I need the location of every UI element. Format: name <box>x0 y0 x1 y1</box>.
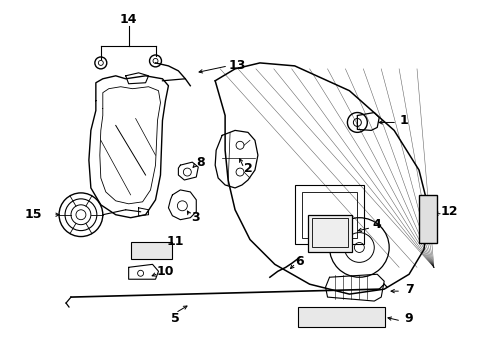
Text: 5: 5 <box>171 312 180 325</box>
Text: 9: 9 <box>405 312 414 325</box>
Text: 11: 11 <box>167 235 184 248</box>
Circle shape <box>425 197 431 203</box>
Text: 15: 15 <box>24 208 42 221</box>
Text: 2: 2 <box>244 162 252 175</box>
Text: 8: 8 <box>196 156 204 168</box>
Text: 10: 10 <box>157 265 174 278</box>
Text: 12: 12 <box>440 205 458 218</box>
Text: 13: 13 <box>228 59 245 72</box>
Text: 14: 14 <box>120 13 137 26</box>
Bar <box>131 242 172 260</box>
Bar <box>419 195 437 243</box>
Bar <box>312 218 348 247</box>
Bar <box>298 307 385 327</box>
Text: 1: 1 <box>400 114 409 127</box>
Circle shape <box>425 235 431 240</box>
Bar <box>294 185 365 244</box>
Bar <box>308 215 352 252</box>
Bar <box>302 192 357 238</box>
Text: 4: 4 <box>373 218 382 231</box>
Text: 6: 6 <box>295 255 304 268</box>
Text: 7: 7 <box>405 283 414 296</box>
Text: 3: 3 <box>191 211 199 224</box>
